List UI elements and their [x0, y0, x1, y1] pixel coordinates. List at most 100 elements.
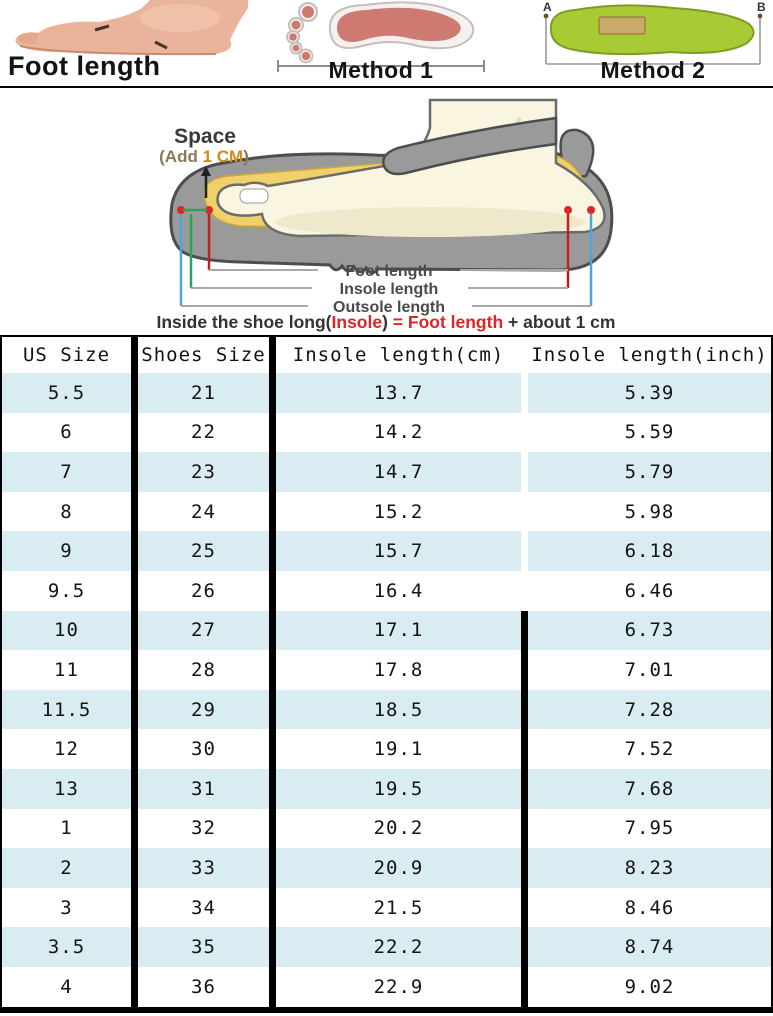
column-divider [269, 808, 276, 849]
column-divider [269, 729, 276, 769]
column-divider [521, 808, 528, 849]
table-cell: 5.39 [528, 373, 771, 413]
table-cell: 35 [138, 927, 269, 967]
formula-part1: Inside the shoe long( [157, 312, 332, 332]
table-cell: 17.1 [276, 610, 521, 651]
table-row: 12 30 19.1 7.52 [2, 729, 771, 769]
table-cell: 22 [191, 421, 216, 444]
size-table: US Size Shoes Size Insole length(cm) Ins… [0, 335, 773, 1013]
column-divider [521, 887, 528, 928]
table-cell: 18.5 [276, 689, 521, 730]
formula-part5: Foot length [408, 312, 503, 332]
column-divider [269, 848, 276, 888]
column-divider [269, 570, 276, 611]
measure-markers [177, 206, 595, 214]
table-row: 10 27 17.1 6.73 [2, 610, 771, 651]
insole-brand-label [598, 16, 646, 35]
table-cell: 9.5 [47, 579, 86, 602]
table-row: 3 34 21.5 8.46 [2, 887, 771, 928]
table-cell: 32 [191, 817, 216, 840]
table-row: 5.5 21 13.7 5.39 [2, 373, 771, 413]
column-divider [131, 452, 138, 492]
column-divider [521, 337, 528, 373]
table-cell: 6.46 [624, 579, 675, 602]
column-divider [131, 373, 138, 413]
table-cell: 27 [138, 610, 269, 651]
header-shoes-size: Shoes Size [141, 344, 266, 366]
space-sub-suffix: ) [243, 147, 249, 166]
table-cell: 20.2 [373, 817, 424, 840]
table-cell: 29 [138, 689, 269, 730]
table-cell: 8.23 [528, 848, 771, 888]
table-cell: 5.59 [624, 421, 675, 444]
table-cell: 11.5 [2, 689, 131, 730]
table-cell: 9 [2, 531, 131, 571]
toe-nail [239, 188, 269, 204]
column-divider [521, 412, 528, 453]
table-row: 6 22 14.2 5.59 [2, 412, 771, 453]
column-divider [521, 373, 528, 413]
table-cell: 20.9 [276, 848, 521, 888]
column-divider [131, 887, 138, 928]
table-cell: 15.7 [276, 531, 521, 571]
column-divider [269, 373, 276, 413]
column-divider [131, 610, 138, 651]
table-row: 1 32 20.2 7.95 [2, 808, 771, 849]
column-divider [131, 570, 138, 611]
column-divider [131, 650, 138, 690]
column-divider [269, 452, 276, 492]
table-cell: 15.2 [373, 500, 424, 523]
table-cell: 7.28 [528, 689, 771, 730]
header-insole-inch: Insole length(inch) [531, 344, 768, 366]
table-cell: 28 [191, 658, 216, 681]
column-divider [269, 650, 276, 690]
table-cell: 21 [138, 373, 269, 413]
column-divider [269, 768, 276, 809]
table-cell: 14.2 [373, 421, 424, 444]
table-row: 9 25 15.7 6.18 [2, 531, 771, 571]
foot-length-caption: Foot length [8, 51, 161, 81]
table-cell: 9.02 [624, 975, 675, 998]
svg-text:(Add 1 CM): (Add 1 CM) [159, 147, 249, 166]
column-divider [521, 650, 528, 690]
table-header-row: US Size Shoes Size Insole length(cm) Ins… [2, 337, 771, 373]
column-divider [521, 848, 528, 888]
table-cell: 4 [60, 975, 73, 998]
column-divider [521, 927, 528, 967]
header-insole-cm: Insole length(cm) [292, 344, 505, 366]
space-sub-highlight: 1 CM [203, 147, 244, 166]
column-divider [269, 927, 276, 967]
shoe-diagram-image: Space (Add 1 CM) [157, 98, 615, 332]
table-row: 7 23 14.7 5.79 [2, 452, 771, 492]
table-cell: 36 [191, 975, 216, 998]
column-divider [521, 768, 528, 809]
table-cell: 26 [191, 579, 216, 602]
table-cell: 2 [2, 848, 131, 888]
method1-caption: Method 1 [328, 57, 434, 83]
table-body: 5.5 21 13.7 5.39 6 22 14.2 5.59 7 23 14.7 5.79 8 24 15… [2, 373, 771, 1007]
column-divider [131, 848, 138, 888]
table-row: 2 33 20.9 8.23 [2, 848, 771, 888]
table-cell: 8.74 [528, 927, 771, 967]
table-cell: 17.8 [373, 658, 424, 681]
table-cell: 19.1 [373, 738, 424, 761]
column-divider [131, 531, 138, 571]
table-row: 8 24 15.2 5.98 [2, 491, 771, 532]
table-cell: 5.5 [2, 373, 131, 413]
column-divider [269, 887, 276, 928]
table-cell: 7.52 [624, 738, 675, 761]
foot-photo-image [15, 0, 248, 56]
formula-part6: + about 1 cm [503, 312, 615, 332]
table-cell: 23 [138, 452, 269, 492]
table-cell: 7.95 [624, 817, 675, 840]
table-cell: 24 [191, 500, 216, 523]
column-divider [131, 808, 138, 849]
header-us-size: US Size [22, 344, 111, 366]
space-sub-prefix: (Add [159, 147, 202, 166]
column-divider [131, 729, 138, 769]
table-cell: 13.7 [276, 373, 521, 413]
table-row: 11.5 29 18.5 7.28 [2, 689, 771, 730]
marker-b: B [757, 0, 766, 14]
table-cell: 1 [60, 817, 73, 840]
